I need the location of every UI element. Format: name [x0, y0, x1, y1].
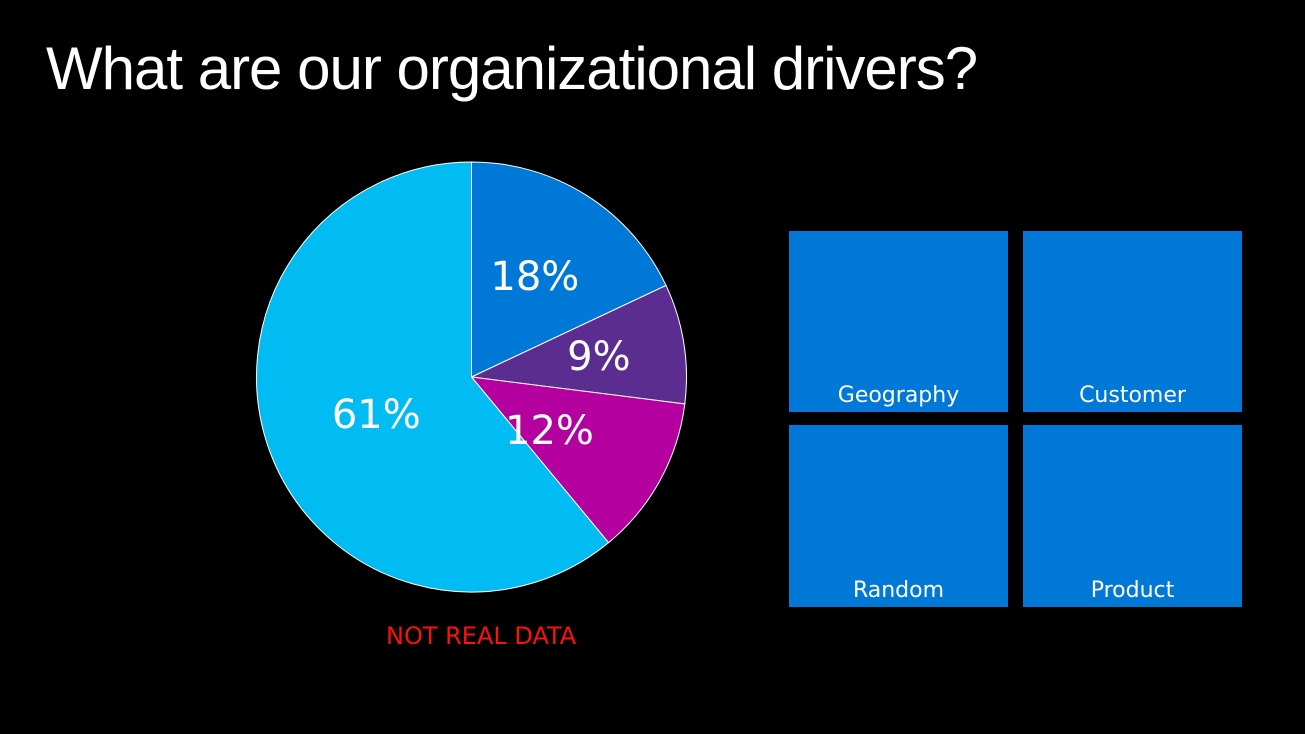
pie-label-61: 61% — [332, 392, 421, 438]
tile-product[interactable]: Product — [1023, 425, 1242, 607]
pie-slice-61 — [256, 161, 610, 593]
driver-tiles: Geography Customer Random Product — [789, 231, 1242, 607]
tile-customer-label: Customer — [1079, 383, 1186, 408]
not-real-data-note: NOT REAL DATA — [386, 622, 577, 650]
pie-slice-12 — [470, 376, 686, 544]
tile-product-label: Product — [1090, 578, 1175, 603]
pie-label-9: 9% — [567, 334, 630, 380]
tile-geography-label: Geography — [837, 383, 960, 408]
tile-geography[interactable]: Geography — [789, 231, 1008, 412]
pie-label-18: 18% — [490, 254, 579, 300]
tile-random-label: Random — [852, 578, 945, 603]
pie-labels: 18% 9% 12% 61% — [332, 254, 631, 454]
tile-customer[interactable]: Customer — [1023, 231, 1242, 412]
pie-slice-9 — [469, 284, 687, 405]
pie-slice-18 — [471, 161, 667, 378]
pie-label-12: 12% — [505, 408, 594, 454]
slide-title: What are our organizational drivers? — [46, 35, 978, 102]
pie-slices — [256, 161, 687, 593]
tile-random[interactable]: Random — [789, 425, 1008, 607]
